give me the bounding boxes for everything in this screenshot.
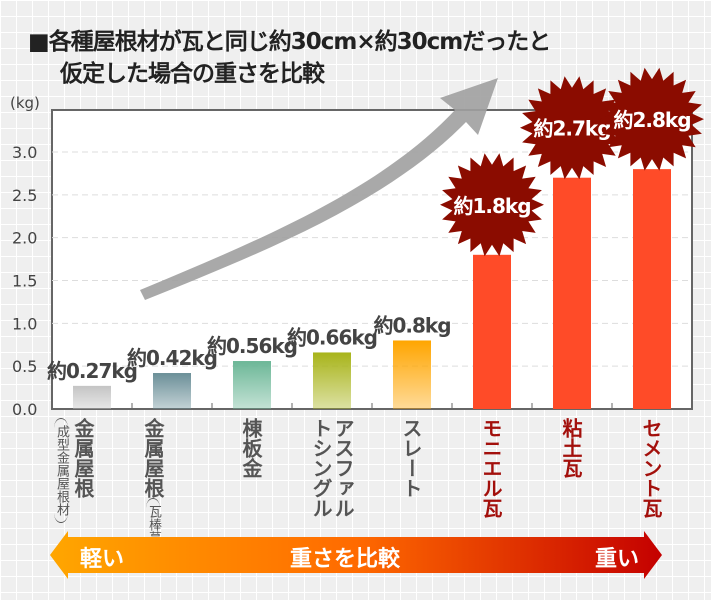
- y-tick-label: 2.5: [12, 186, 37, 205]
- x-category-label: 粘土瓦: [559, 418, 583, 478]
- weight-scale-arrow: 軽い 重さを比較 重い: [50, 531, 662, 579]
- category-main: モニエル瓦: [479, 418, 503, 518]
- title-line1: ■各種屋根材が瓦と同じ約30cm×約30cmだったと: [28, 29, 551, 55]
- category-main: 棟板金: [239, 418, 263, 478]
- y-tick-label: 0.5: [12, 357, 37, 376]
- x-category-label: 棟板金: [239, 418, 263, 478]
- light-label: 軽い: [80, 547, 125, 572]
- y-tick-label: 0.0: [12, 400, 37, 419]
- x-category-label: 金属屋根成型金属屋根材: [50, 418, 95, 600]
- data-label: 約0.27kg: [47, 359, 137, 383]
- y-tick-label: 1.0: [12, 314, 37, 333]
- category-main: 金属屋根: [71, 418, 95, 498]
- category-sub: 成型金属屋根材: [54, 418, 69, 523]
- data-label: 約2.7kg: [533, 117, 610, 141]
- data-label: 約2.8kg: [613, 108, 690, 132]
- y-tick-label: 1.5: [12, 272, 37, 291]
- bar: [473, 254, 511, 409]
- category-main: 金属屋根: [141, 418, 165, 498]
- heavy-label: 重い: [595, 547, 640, 572]
- y-tick-label: 3.0: [12, 143, 37, 162]
- x-category-label: スレート: [399, 418, 423, 498]
- bar: [553, 177, 591, 409]
- data-label: 約1.8kg: [453, 194, 530, 218]
- data-label: 約0.56kg: [207, 334, 297, 358]
- data-label: 約0.8kg: [373, 313, 450, 337]
- data-label: 約0.42kg: [127, 346, 217, 370]
- compare-label: 重さを比較: [290, 547, 401, 572]
- category-main: セメント瓦: [639, 418, 663, 518]
- x-category-label: セメント瓦: [639, 418, 663, 518]
- title-line2: 仮定した場合の重さを比較: [60, 61, 325, 87]
- chart-title: ■各種屋根材が瓦と同じ約30cm×約30cmだったと 仮定した場合の重さを比較: [28, 26, 551, 90]
- starburst-icon: [520, 76, 624, 180]
- y-tick-label: 2.0: [12, 229, 37, 248]
- data-label: 約0.66kg: [287, 325, 377, 349]
- bar: [73, 385, 111, 409]
- bar: [233, 361, 271, 409]
- x-category-label: モニエル瓦: [479, 418, 503, 518]
- trend-arrow-icon: [140, 78, 498, 300]
- category-main: スレート: [399, 418, 423, 498]
- starburst-icon: [600, 67, 704, 171]
- category-main: 粘土瓦: [559, 418, 583, 478]
- bar: [153, 373, 191, 409]
- bar: [393, 340, 431, 409]
- x-category-label: アスファルトシングル: [309, 418, 355, 528]
- bar: [633, 169, 671, 409]
- category-main: アスファルトシングル: [309, 418, 355, 518]
- bar: [313, 352, 351, 409]
- y-axis-label: (kg): [10, 94, 40, 112]
- starburst-icon: [440, 153, 544, 257]
